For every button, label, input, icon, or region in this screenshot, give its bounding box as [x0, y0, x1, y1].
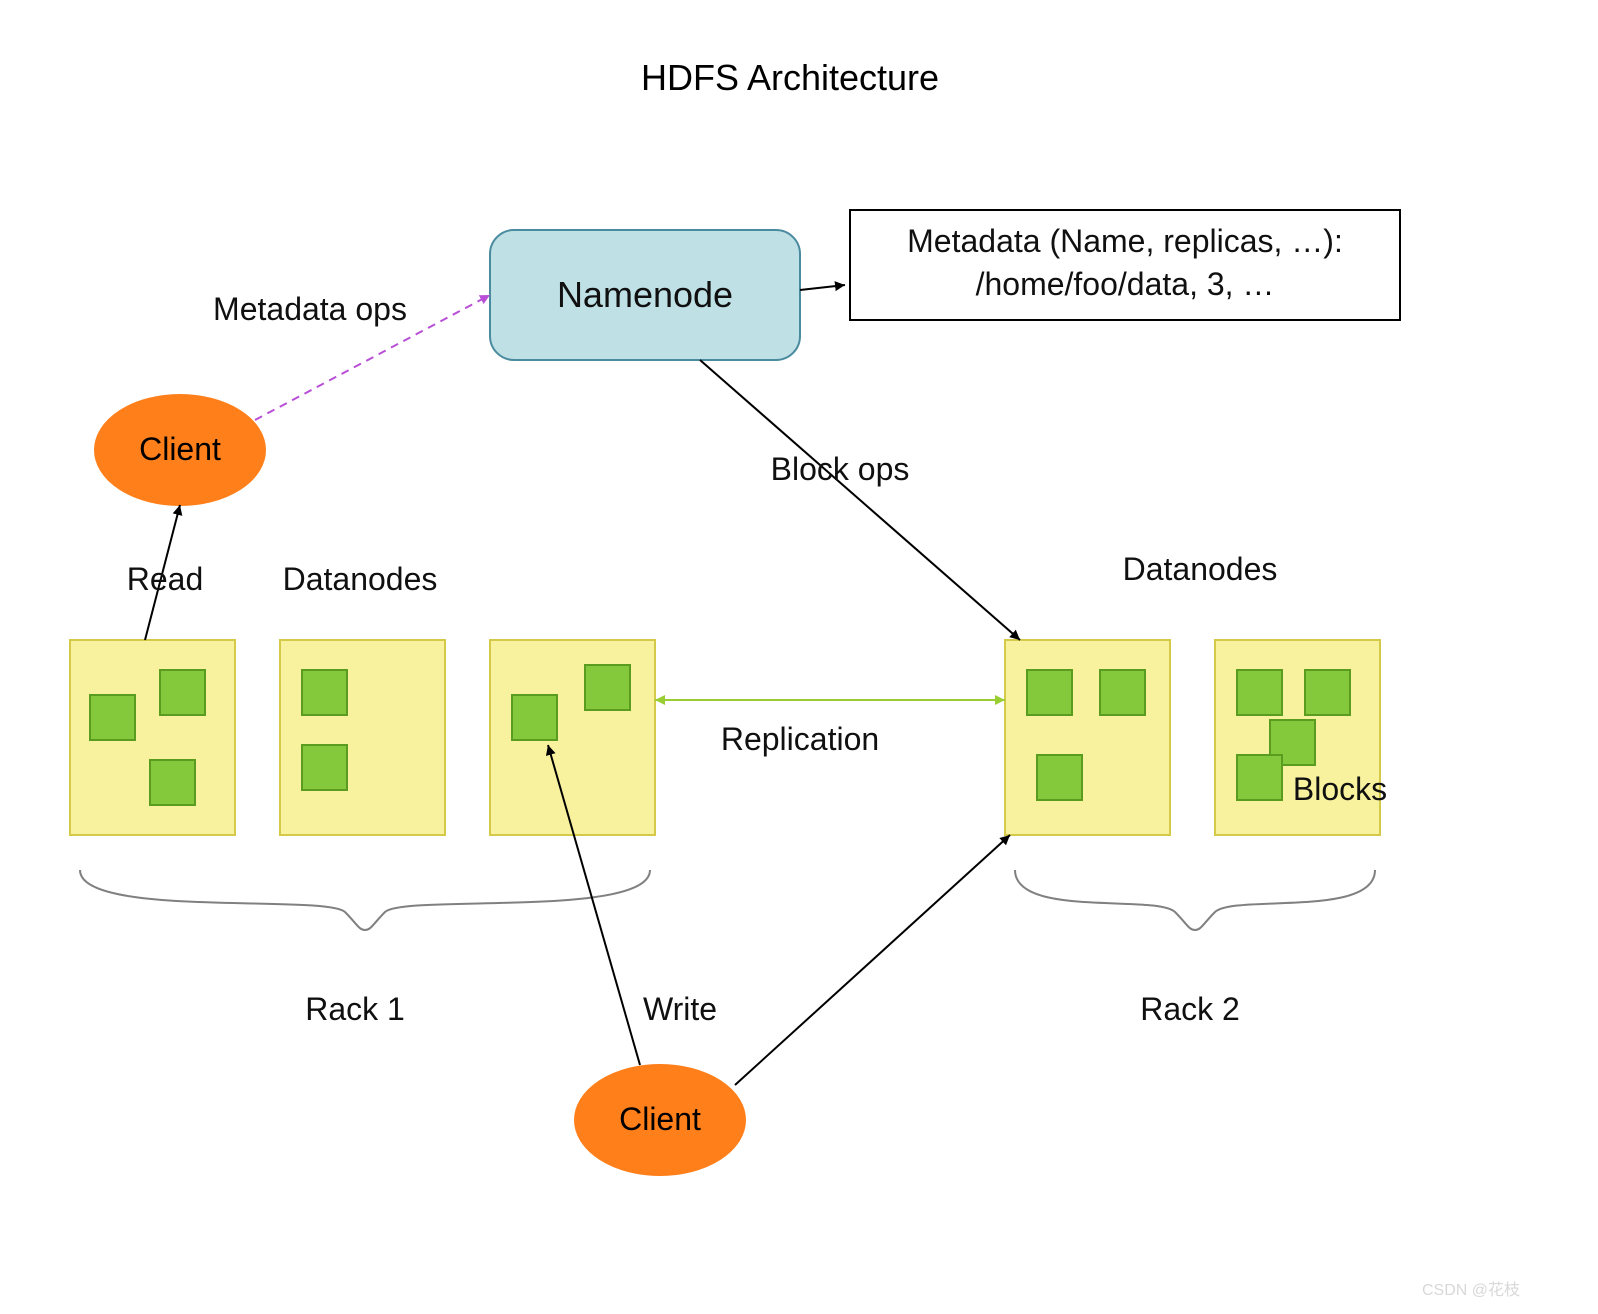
datanode-dn3	[490, 640, 655, 835]
data-block	[512, 695, 557, 740]
metadata-line1: Metadata (Name, replicas, …):	[907, 223, 1343, 259]
data-block	[160, 670, 205, 715]
metadata-line2: /home/foo/data, 3, …	[976, 266, 1275, 302]
label-blocks: Blocks	[1293, 771, 1387, 807]
data-block	[1305, 670, 1350, 715]
namenode-label: Namenode	[557, 274, 733, 315]
data-block	[1100, 670, 1145, 715]
datanode-dn4	[1005, 640, 1170, 835]
label-rack2: Rack 2	[1140, 991, 1240, 1027]
data-block	[1027, 670, 1072, 715]
client2-label: Client	[619, 1101, 701, 1137]
data-block	[302, 745, 347, 790]
client2-node: Client	[575, 1065, 745, 1175]
label-write: Write	[643, 991, 717, 1027]
metadata-box: Metadata (Name, replicas, …): /home/foo/d…	[850, 210, 1400, 320]
edge-namenode-meta	[800, 285, 845, 290]
data-block	[90, 695, 135, 740]
data-block	[150, 760, 195, 805]
client1-node: Client	[95, 395, 265, 505]
brace-rack1	[80, 870, 650, 930]
label-datanodes_r: Datanodes	[1123, 551, 1278, 587]
watermark: CSDN @花枝	[1422, 1281, 1520, 1299]
edge-namenode-dn4	[700, 360, 1020, 640]
datanode-dn1	[70, 640, 235, 835]
data-block	[1037, 755, 1082, 800]
label-read: Read	[127, 561, 204, 597]
diagram-title: HDFS Architecture	[641, 57, 939, 98]
data-block	[585, 665, 630, 710]
data-block	[1237, 670, 1282, 715]
data-block	[302, 670, 347, 715]
datanode-dn2	[280, 640, 445, 835]
label-datanodes_l: Datanodes	[283, 561, 438, 597]
label-metadata_ops: Metadata ops	[213, 291, 407, 327]
label-block_ops: Block ops	[771, 451, 910, 487]
label-rack1: Rack 1	[305, 991, 405, 1027]
namenode-node: Namenode	[490, 230, 800, 360]
edge-client2-dn4	[735, 835, 1010, 1085]
data-block	[1237, 755, 1282, 800]
brace-rack2	[1015, 870, 1375, 930]
label-replication: Replication	[721, 721, 879, 757]
client1-label: Client	[139, 431, 221, 467]
